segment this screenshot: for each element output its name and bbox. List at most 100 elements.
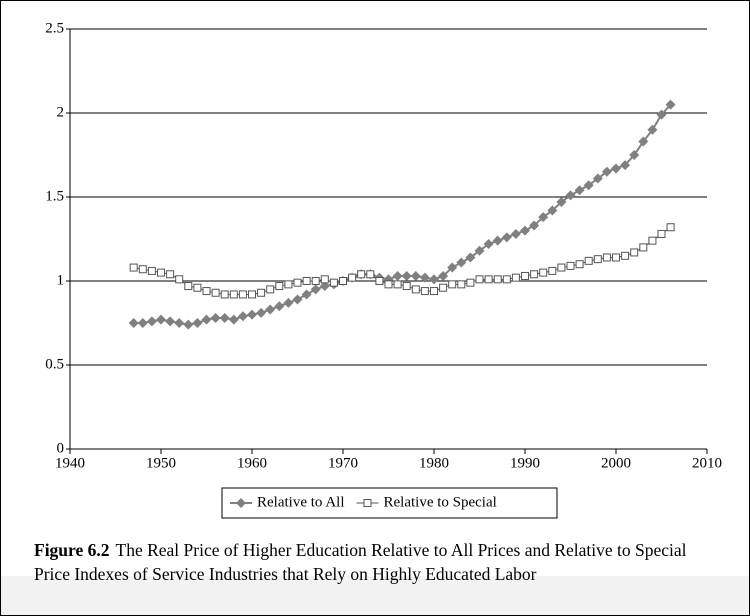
square-marker xyxy=(657,229,666,238)
y-tick-label: 2 xyxy=(57,104,65,120)
y-tick-label: 1 xyxy=(57,272,65,288)
square-marker xyxy=(384,280,393,289)
square-marker xyxy=(138,265,147,274)
square-marker xyxy=(175,275,184,284)
square-marker xyxy=(311,277,320,285)
diamond-marker xyxy=(301,289,312,300)
diamond-marker xyxy=(210,312,221,323)
diamond-marker xyxy=(228,314,239,325)
diamond-marker xyxy=(583,180,594,191)
square-marker xyxy=(648,236,657,245)
square-marker xyxy=(275,282,284,291)
diamond-marker xyxy=(465,252,476,263)
diamond-marker xyxy=(601,166,612,177)
square-marker xyxy=(439,283,448,292)
square-marker xyxy=(211,288,220,297)
diamond-marker xyxy=(237,311,248,322)
x-tick-label: 1980 xyxy=(419,455,449,471)
square-marker xyxy=(557,263,566,272)
diamond-marker xyxy=(146,316,157,327)
square-marker xyxy=(166,270,175,279)
square-marker xyxy=(575,260,584,269)
diamond-marker xyxy=(183,319,194,330)
diamond-marker xyxy=(647,124,658,135)
diamond-marker xyxy=(483,239,494,250)
x-tick-label: 2000 xyxy=(601,455,631,471)
square-marker xyxy=(320,275,329,284)
diamond-marker xyxy=(410,270,421,281)
legend-marker xyxy=(363,499,372,507)
diamond-marker xyxy=(565,190,576,201)
caption-text: The Real Price of Higher Education Relat… xyxy=(34,540,687,584)
diamond-marker xyxy=(547,205,558,216)
diamond-marker xyxy=(520,225,530,236)
square-marker xyxy=(302,277,311,285)
square-marker xyxy=(266,285,275,294)
square-marker xyxy=(584,256,593,265)
y-tick-label: 0 xyxy=(57,440,65,456)
diamond-marker xyxy=(620,160,631,171)
chart: 0 0.5 1 1.5 2 2.5 1940 1950 1960 1970 1980 1990 2000… xyxy=(45,20,722,519)
diamond-marker xyxy=(656,109,667,120)
y-tick-label: 2.5 xyxy=(45,20,64,36)
square-marker xyxy=(630,248,639,257)
square-marker xyxy=(329,278,338,287)
square-marker xyxy=(284,280,293,289)
square-marker xyxy=(521,271,529,280)
diamond-marker xyxy=(401,270,412,281)
square-marker xyxy=(484,275,493,284)
square-marker xyxy=(202,287,211,296)
legend: Relative to All Relative to Special xyxy=(221,487,558,519)
square-marker xyxy=(539,268,548,277)
square-marker xyxy=(621,251,630,260)
square-marker xyxy=(193,283,202,292)
diamond-marker xyxy=(665,99,676,110)
square-marker xyxy=(566,261,575,270)
diamond-marker xyxy=(137,318,148,328)
x-tick-label: 1990 xyxy=(510,455,540,471)
diamond-marker xyxy=(510,228,521,239)
diamond-marker xyxy=(174,318,185,328)
diamond-marker xyxy=(165,316,176,327)
diamond-marker xyxy=(611,163,621,174)
diamond-marker xyxy=(592,173,603,184)
square-marker xyxy=(357,270,366,279)
diamond-marker xyxy=(529,220,540,231)
square-marker xyxy=(530,270,539,279)
square-marker xyxy=(147,266,156,275)
square-marker xyxy=(257,288,266,297)
square-marker xyxy=(184,282,193,291)
diamond-marker xyxy=(474,245,485,256)
diamond-marker xyxy=(274,301,285,312)
legend-marker xyxy=(236,498,246,508)
x-tick-label: 1950 xyxy=(146,455,176,471)
diamond-marker xyxy=(283,297,294,308)
diamond-marker xyxy=(574,185,585,196)
diamond-marker xyxy=(447,262,458,273)
x-tick-label: 1960 xyxy=(237,455,267,471)
diamond-marker xyxy=(265,304,276,315)
square-marker xyxy=(548,266,557,275)
square-marker xyxy=(602,253,611,262)
diamond-marker xyxy=(438,270,449,281)
square-marker xyxy=(248,290,256,299)
x-tick-label: 1940 xyxy=(55,455,85,471)
square-marker xyxy=(339,277,347,285)
square-marker xyxy=(157,268,165,277)
square-marker xyxy=(466,278,475,287)
diamond-marker xyxy=(247,309,257,320)
diamond-marker xyxy=(128,318,139,328)
square-marker xyxy=(129,263,138,272)
square-marker xyxy=(393,280,402,289)
diamond-marker xyxy=(419,272,430,283)
diamond-marker xyxy=(429,274,439,285)
square-marker xyxy=(430,287,438,296)
caption: Figure 6.2 The Real Price of Higher Educa… xyxy=(34,538,694,586)
diamond-marker xyxy=(538,212,549,223)
square-marker xyxy=(593,255,602,264)
diamond-marker xyxy=(501,232,512,243)
diamond-marker xyxy=(492,235,503,246)
square-marker xyxy=(511,273,520,282)
diamond-marker xyxy=(392,270,403,281)
